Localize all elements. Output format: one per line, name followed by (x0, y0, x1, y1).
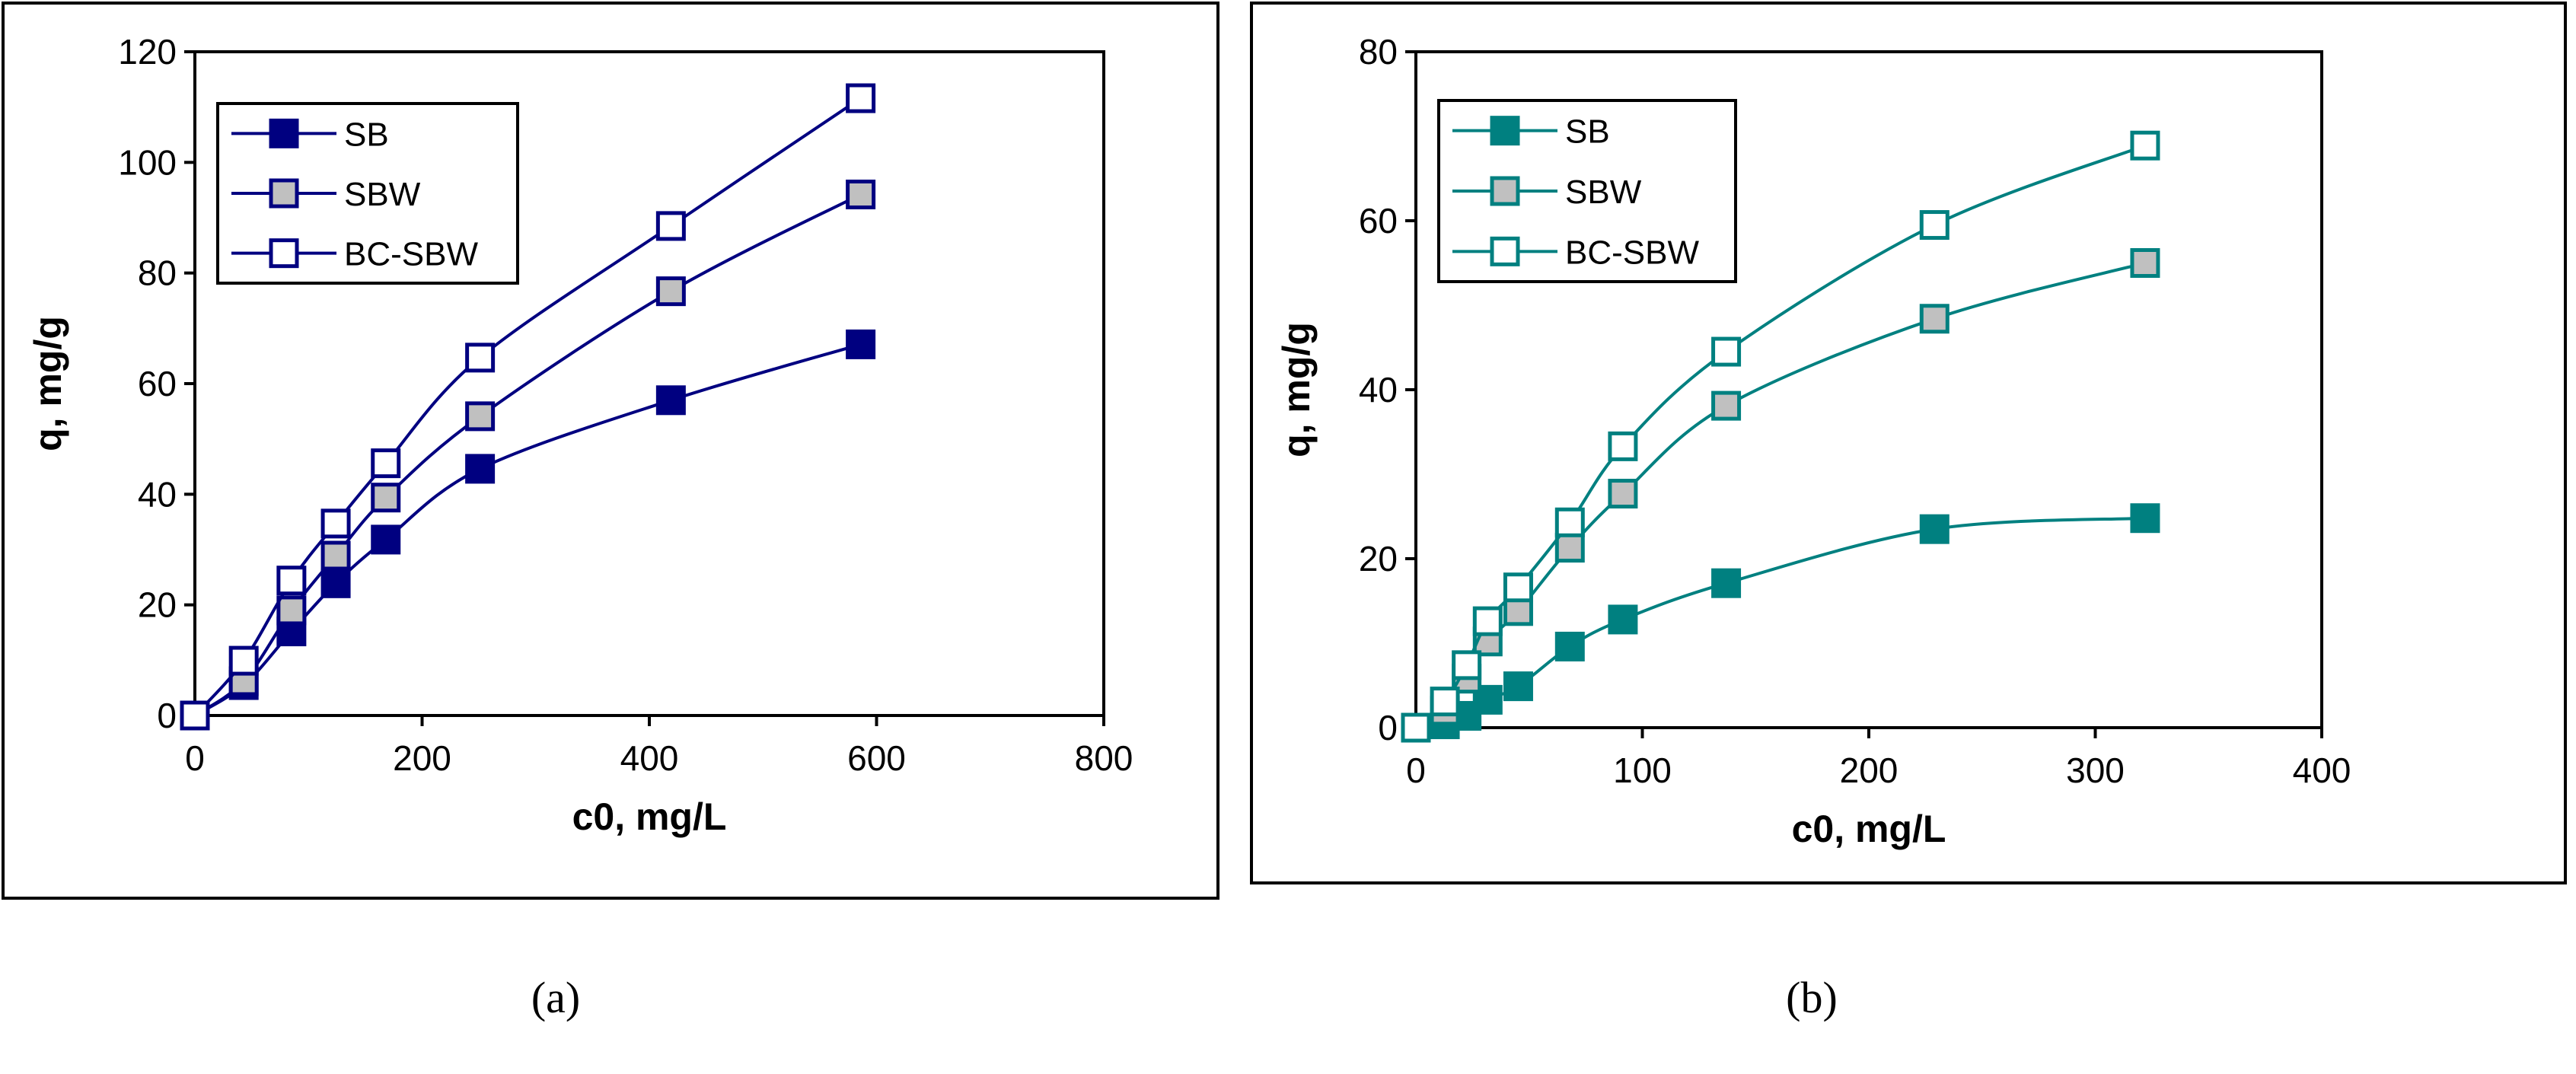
y-tick-label: 120 (118, 32, 177, 72)
data-point (1430, 687, 1460, 717)
data-point (276, 595, 307, 626)
data-point (180, 700, 210, 731)
legend-marker (1490, 236, 1520, 266)
legend-label: BC-SBW (1565, 234, 1699, 271)
y-tick-label: 20 (138, 585, 177, 625)
data-point (1711, 336, 1742, 367)
data-point (371, 483, 401, 513)
x-tick-label: 800 (1075, 738, 1133, 778)
data-point (2130, 503, 2160, 534)
data-point (655, 385, 686, 416)
data-point (1554, 631, 1585, 661)
panel-caption: (a) (531, 973, 580, 1022)
data-point (1554, 533, 1585, 563)
data-point (320, 508, 351, 539)
data-point (1452, 650, 1482, 680)
data-point (1608, 604, 1638, 635)
data-point (1401, 712, 1431, 743)
legend-label: BC-SBW (344, 236, 478, 273)
panel-caption: (b) (1786, 973, 1838, 1022)
data-point (1711, 390, 1742, 421)
data-point (465, 401, 496, 432)
x-tick-label: 600 (847, 738, 906, 778)
series-bc-sbw (1401, 130, 2160, 743)
legend-label: SB (344, 116, 389, 153)
legend-label: SB (1565, 113, 1610, 151)
data-point (1503, 671, 1533, 702)
data-point (1608, 431, 1638, 461)
legend-marker (269, 118, 299, 148)
y-tick-label: 100 (118, 142, 177, 182)
data-point (371, 448, 401, 479)
legend-marker (1490, 176, 1520, 206)
x-tick-label: 100 (1613, 751, 1672, 790)
legend-marker (269, 238, 299, 269)
legend-marker (269, 178, 299, 209)
x-tick-label: 0 (1406, 751, 1426, 790)
chart-panel-a: 0 20 40 60 80 100 120 0 200 400 600 800 c0, mg/L q, m… (2, 2, 1219, 1022)
y-axis-title: q, mg/g (1275, 322, 1318, 457)
x-tick-label: 200 (1840, 751, 1899, 790)
data-point (1472, 606, 1503, 636)
series-bc-sbw (180, 83, 876, 731)
y-axis-title: q, mg/g (27, 316, 69, 451)
y-tick-label: 40 (138, 474, 177, 514)
data-point (1503, 572, 1533, 603)
data-point (320, 540, 351, 571)
x-axis-title: c0, mg/L (572, 795, 727, 838)
x-axis-title: c0, mg/L (1792, 808, 1946, 850)
y-tick-label: 60 (1359, 201, 1398, 241)
data-point (1919, 210, 1950, 241)
y-tick-label: 0 (157, 696, 177, 735)
legend-marker (1490, 116, 1520, 146)
data-point (1554, 507, 1585, 537)
x-tick-label: 0 (185, 738, 205, 778)
data-point (1608, 479, 1638, 509)
y-tick-label: 80 (138, 253, 177, 293)
data-point (2130, 130, 2160, 161)
data-point (320, 568, 351, 598)
data-point (655, 211, 686, 241)
y-tick-label: 0 (1378, 708, 1398, 747)
y-tick-label: 60 (138, 364, 177, 403)
data-point (846, 179, 876, 209)
data-point (846, 329, 876, 359)
x-tick-label: 300 (2066, 751, 2125, 790)
y-tick-label: 80 (1359, 32, 1398, 72)
legend-label: SBW (1565, 174, 1642, 211)
data-point (465, 454, 496, 484)
y-tick-label: 40 (1359, 370, 1398, 410)
chart-frame (2, 2, 1219, 900)
data-point (1919, 304, 1950, 334)
x-tick-label: 400 (2293, 751, 2351, 790)
data-point (1919, 514, 1950, 544)
data-point (846, 83, 876, 113)
data-point (1711, 568, 1742, 598)
y-tick-label: 20 (1359, 539, 1398, 578)
data-point (465, 343, 496, 373)
data-point (228, 645, 259, 676)
legend: SB SBW BC-SBW (216, 102, 519, 285)
data-point (2130, 248, 2160, 278)
x-tick-label: 400 (620, 738, 679, 778)
legend: SB SBW BC-SBW (1437, 99, 1737, 283)
data-point (655, 276, 686, 307)
data-point (371, 524, 401, 555)
series-sb (1401, 503, 2160, 743)
legend-label: SBW (344, 176, 421, 213)
series-sbw (180, 179, 876, 731)
x-tick-label: 200 (393, 738, 451, 778)
data-point (276, 566, 307, 596)
